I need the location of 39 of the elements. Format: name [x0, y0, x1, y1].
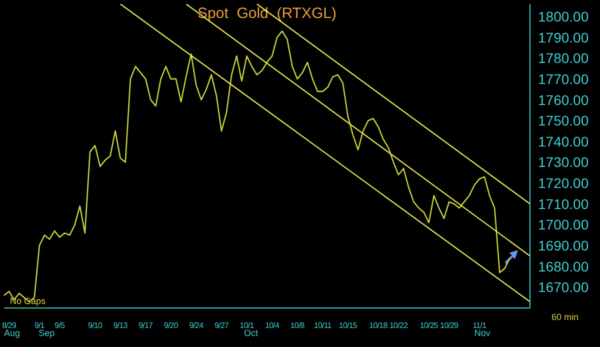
- y-tick-label: 1740.00: [538, 133, 589, 150]
- text: Aug: [4, 328, 20, 338]
- x-tick-label: 10/29: [440, 321, 460, 330]
- y-tick-label: 1700.00: [538, 216, 589, 233]
- text: Oct: [244, 328, 258, 338]
- y-tick-label: 1720.00: [538, 175, 589, 192]
- x-tick-label: 9/24: [189, 321, 204, 330]
- x-tick-label: 10/25: [420, 321, 439, 330]
- x-tick-label: 10/4: [265, 321, 280, 330]
- y-tick-label: 1750.00: [538, 112, 589, 129]
- x-tick-label: 9/10: [88, 321, 103, 330]
- y-tick-label: 1680.00: [538, 258, 589, 274]
- y-tick-label: 1730.00: [538, 154, 589, 170]
- x-tick-label: 8/29: [2, 321, 17, 330]
- x-tick-label: 9/5: [54, 321, 66, 330]
- y-tick-label: 1710.00: [538, 196, 589, 212]
- y-tick-label: 1770.00: [538, 70, 589, 87]
- y-tick-label: 1690.00: [538, 238, 589, 254]
- y-tick-label: 1790.00: [538, 29, 589, 46]
- y-tick-label: 1800.00: [538, 8, 589, 24]
- x-tick-label: 10/15: [338, 321, 358, 330]
- y-tick-label: 1760.00: [538, 92, 589, 108]
- x-tick-label: 9/17: [138, 321, 154, 330]
- x-tick-label: 10/1: [240, 321, 255, 330]
- x-tick-label: 10/18: [369, 321, 388, 330]
- text: Sep: [38, 328, 55, 338]
- y-tick-label: 1670.00: [538, 279, 589, 296]
- x-tick-label: 9/20: [164, 321, 179, 330]
- x-tick-label: 9/27: [214, 321, 230, 330]
- x-tick-label: 10/22: [389, 321, 408, 330]
- x-tick-label: 9/13: [113, 321, 128, 330]
- text: Nov: [474, 328, 491, 338]
- y-tick-label: 1780.00: [538, 50, 589, 66]
- x-tick-label: 10/11: [314, 321, 332, 330]
- chart-title: Spot Gold (RTXGL): [198, 5, 336, 22]
- x-tick-label: 9/1: [34, 321, 46, 330]
- x-tick-label: 10/8: [290, 321, 306, 330]
- x-tick-label: 11/1: [472, 321, 488, 330]
- text: 60 min: [551, 312, 579, 322]
